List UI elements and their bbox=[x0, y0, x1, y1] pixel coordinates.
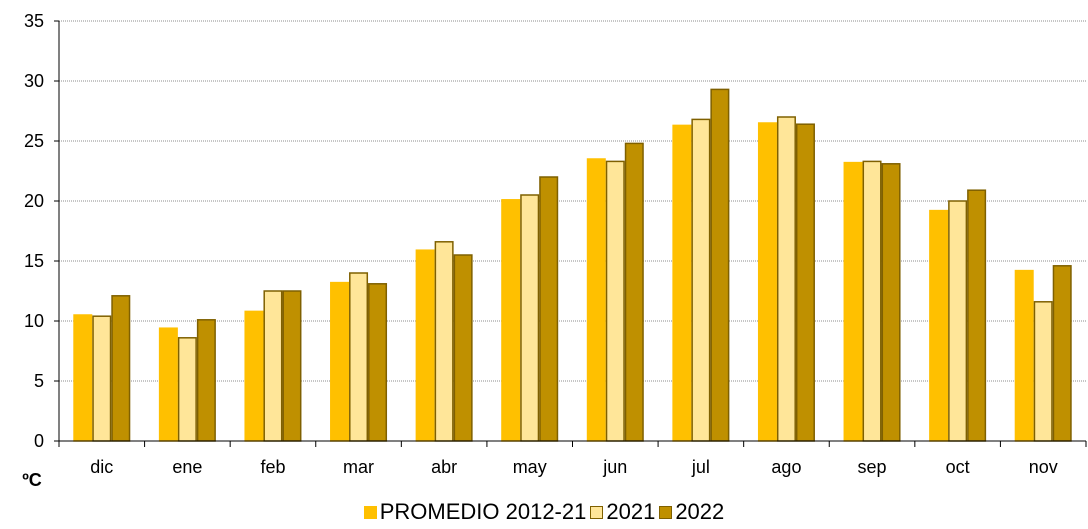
bar-2022-dic bbox=[111, 295, 131, 442]
x-tick-label-jun: jun bbox=[602, 457, 627, 477]
y-tick-label: 5 bbox=[34, 371, 44, 391]
legend-label: 2022 bbox=[675, 499, 725, 524]
bar-2021-may bbox=[520, 194, 540, 442]
y-tick-label: 25 bbox=[24, 131, 44, 151]
x-tick-label-nov: nov bbox=[1029, 457, 1058, 477]
bar-2021-ago bbox=[776, 116, 796, 442]
bar-2022-feb bbox=[282, 290, 302, 442]
bar-2021-dic bbox=[92, 315, 112, 442]
bar-2022-abr bbox=[453, 254, 473, 442]
x-tick-label-sep: sep bbox=[858, 457, 887, 477]
bar-promedio-may bbox=[501, 199, 521, 442]
bar-promedio-dic bbox=[73, 314, 93, 442]
bar-promedio-abr bbox=[415, 249, 435, 442]
y-axis-unit-label: ºC bbox=[22, 470, 42, 490]
bar-2021-feb bbox=[263, 290, 283, 442]
x-tick-label-ene: ene bbox=[172, 457, 202, 477]
bar-2021-nov bbox=[1033, 301, 1053, 442]
bar-2021-jul bbox=[691, 118, 711, 442]
y-tick-label: 15 bbox=[24, 251, 44, 271]
x-tick-label-dic: dic bbox=[90, 457, 113, 477]
legend: PROMEDIO 2012-21 2021 2022 bbox=[0, 498, 1088, 526]
bar-2021-sep bbox=[862, 160, 882, 442]
bar-2022-jun bbox=[624, 142, 644, 442]
bar-2021-oct bbox=[948, 200, 968, 442]
axes bbox=[54, 20, 1087, 447]
x-tick-label-ago: ago bbox=[771, 457, 801, 477]
bar-promedio-sep bbox=[843, 161, 863, 442]
bar-promedio-ago bbox=[757, 122, 777, 442]
bar-2022-may bbox=[539, 176, 559, 442]
y-tick-label: 0 bbox=[34, 431, 44, 451]
legend-item: 2021 bbox=[590, 499, 655, 525]
x-tick-label-abr: abr bbox=[431, 457, 457, 477]
legend-swatch bbox=[363, 505, 377, 519]
bars bbox=[73, 88, 1072, 442]
x-tick-labels: dic ene feb mar abr may jun jul ago sep oct nov bbox=[90, 457, 1057, 477]
bar-promedio-nov bbox=[1014, 269, 1034, 442]
y-tick-label: 20 bbox=[24, 191, 44, 211]
legend-item: PROMEDIO 2012-21 bbox=[363, 499, 587, 525]
legend-item: 2022 bbox=[659, 499, 724, 525]
x-tick-label-mar: mar bbox=[343, 457, 374, 477]
legend-swatch bbox=[659, 505, 673, 519]
legend-label: PROMEDIO 2012-21 bbox=[379, 499, 587, 524]
bar-2021-mar bbox=[349, 272, 369, 442]
bar-2022-nov bbox=[1052, 265, 1072, 442]
bar-2021-ene bbox=[177, 337, 197, 442]
bar-2022-jul bbox=[710, 88, 730, 442]
x-tick-label-may: may bbox=[513, 457, 547, 477]
y-tick-labels: 0 5 10 15 20 25 30 35 bbox=[24, 11, 44, 451]
legend-label: 2021 bbox=[606, 499, 656, 524]
y-tick-label: 10 bbox=[24, 311, 44, 331]
bar-2022-oct bbox=[967, 189, 987, 442]
bar-2022-ago bbox=[795, 123, 815, 442]
bar-promedio-mar bbox=[330, 281, 350, 442]
bar-2022-mar bbox=[368, 283, 388, 442]
bar-2022-ene bbox=[196, 319, 216, 442]
bar-promedio-ene bbox=[158, 327, 178, 442]
bar-promedio-feb bbox=[244, 310, 264, 442]
x-tick-label-oct: oct bbox=[946, 457, 970, 477]
bar-promedio-jun bbox=[586, 158, 606, 442]
bar-2021-abr bbox=[434, 241, 454, 442]
x-tick-label-jul: jul bbox=[691, 457, 710, 477]
chart: 0 5 10 15 20 25 30 35 dic ene feb mar abr may jun jul a… bbox=[22, 11, 1087, 490]
bar-promedio-oct bbox=[929, 209, 949, 442]
bar-promedio-jul bbox=[672, 124, 692, 442]
x-tick-label-feb: feb bbox=[260, 457, 285, 477]
bar-2021-jun bbox=[605, 160, 625, 442]
y-tick-label: 30 bbox=[24, 71, 44, 91]
y-tick-label: 35 bbox=[24, 11, 44, 31]
bar-2022-sep bbox=[881, 163, 901, 442]
legend-swatch bbox=[590, 505, 604, 519]
